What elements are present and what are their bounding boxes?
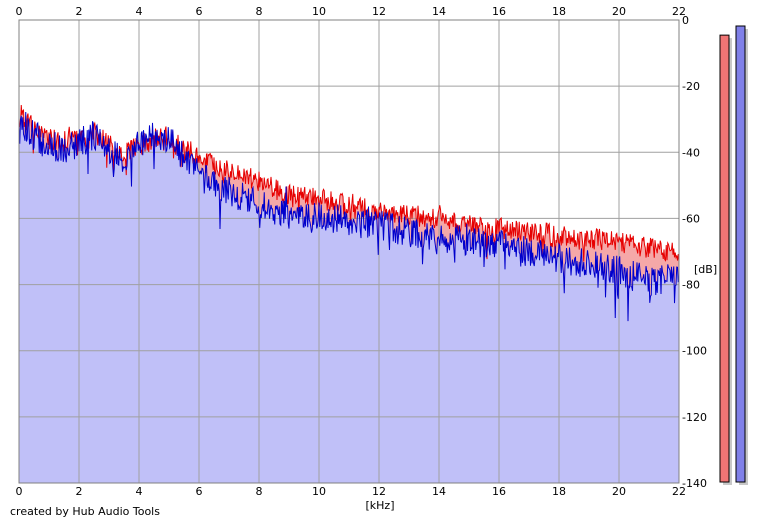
y-tick-label: -120 [682, 411, 707, 424]
x-tick-label-bottom: 12 [372, 485, 386, 498]
y-axis-right: 0 -20 -40 -60 -80 -100 -120 -140 [682, 14, 707, 490]
series-1-line [18, 105, 680, 262]
x-tick-label-bottom: 4 [136, 485, 143, 498]
x-tick-label-top: 6 [196, 5, 203, 18]
y-tick-label: -60 [682, 212, 700, 225]
x-tick-label-top: 10 [312, 5, 326, 18]
x-tick-label-top: 22 [672, 5, 686, 18]
x-tick-label-bottom: 16 [492, 485, 506, 498]
plot-frame [18, 19, 680, 484]
y-axis-label: [dB] [694, 263, 717, 276]
x-tick-label-bottom: 6 [196, 485, 203, 498]
y-tick-label: 0 [682, 14, 689, 27]
x-tick-label-bottom: 10 [312, 485, 326, 498]
x-axis-label: [kHz] [366, 499, 395, 512]
level-meter-2 [735, 25, 746, 483]
level-meters [719, 25, 748, 486]
credit-text: created by Hub Audio Tools [10, 505, 160, 518]
x-tick-label-bottom: 0 [16, 485, 23, 498]
y-tick-label: -80 [682, 279, 700, 292]
spectrum-lines [18, 105, 680, 322]
series-2-line [18, 111, 680, 322]
plot-border [18, 19, 680, 484]
x-axis-top: 0 2 4 6 8 10 12 14 16 18 20 22 [16, 5, 687, 18]
y-tick-label: -100 [682, 345, 707, 358]
x-tick-label-bottom: 8 [256, 485, 263, 498]
x-tick-label-bottom: 18 [552, 485, 566, 498]
x-tick-label-top: 12 [372, 5, 386, 18]
x-tick-label-top: 0 [16, 5, 23, 18]
grid-lines [19, 20, 679, 483]
y-tick-label: -40 [682, 146, 700, 159]
x-tick-label-top: 20 [612, 5, 626, 18]
x-tick-label-top: 14 [432, 5, 446, 18]
x-axis-bottom: 0 2 4 6 8 10 12 14 16 18 20 22 [16, 485, 687, 498]
x-tick-label-bottom: 20 [612, 485, 626, 498]
x-tick-label-bottom: 14 [432, 485, 446, 498]
x-tick-label-bottom: 22 [672, 485, 686, 498]
spectrum-fills [19, 105, 679, 483]
x-tick-label-top: 8 [256, 5, 263, 18]
series-2-area [19, 112, 679, 483]
x-tick-label-top: 2 [76, 5, 83, 18]
x-tick-label-top: 16 [492, 5, 506, 18]
x-tick-label-bottom: 2 [76, 485, 83, 498]
level-meter-1 [719, 34, 730, 483]
y-tick-label: -20 [682, 80, 700, 93]
x-tick-label-top: 18 [552, 5, 566, 18]
x-tick-label-top: 4 [136, 5, 143, 18]
y-tick-label: -140 [682, 477, 707, 490]
